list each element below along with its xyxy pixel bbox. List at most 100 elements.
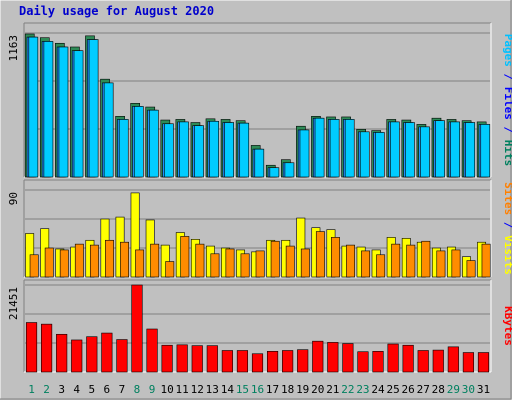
bar-sites-19 — [300, 248, 310, 278]
day-label-10: 10 — [160, 383, 173, 396]
legend-separator: / — [502, 215, 512, 235]
legend-kbytes: KBytes — [502, 306, 512, 346]
bar-sites-7 — [120, 241, 130, 278]
day-label-25: 25 — [386, 383, 399, 396]
y-max-label: 1163 — [7, 35, 20, 62]
legend-separator: / — [502, 67, 512, 87]
bar-sites-15 — [240, 253, 250, 278]
bar-kbytes-29 — [447, 346, 459, 373]
panel-kbytes: 21451 KBytes — [7, 279, 512, 373]
bar-pages-17 — [269, 167, 280, 178]
day-label-27: 27 — [417, 383, 430, 396]
day-label-16: 16 — [251, 383, 264, 396]
day-label-4: 4 — [73, 383, 80, 396]
bar-kbytes-5 — [86, 336, 98, 373]
bar-sites-30 — [466, 260, 476, 278]
bar-kbytes-6 — [101, 332, 113, 373]
day-label-11: 11 — [176, 383, 189, 396]
bar-kbytes-20 — [312, 340, 324, 373]
bar-sites-31 — [481, 243, 491, 278]
bar-kbytes-17 — [266, 351, 279, 373]
bar-pages-5 — [88, 39, 99, 178]
bar-kbytes-4 — [71, 339, 83, 373]
day-label-26: 26 — [402, 383, 415, 396]
bar-sites-1 — [29, 254, 39, 278]
day-label-8: 8 — [134, 383, 141, 396]
day-label-7: 7 — [119, 383, 126, 396]
bar-sites-25 — [391, 243, 401, 278]
bar-kbytes-30 — [462, 352, 474, 373]
bar-sites-20 — [315, 231, 325, 278]
bar-sites-29 — [451, 249, 461, 278]
bar-pages-25 — [390, 121, 400, 178]
bar-sites-6 — [105, 239, 114, 278]
bar-pages-2 — [43, 41, 54, 178]
day-labels: 1 2 3 4 5 6 7 8 9 10 11 12 13 14 15 16 17 18 19 20 21 22 23 24 2… — [28, 383, 490, 396]
bar-kbytes-23 — [357, 351, 369, 373]
bar-sites-9 — [150, 243, 160, 278]
bar-kbytes-19 — [297, 349, 309, 373]
day-label-3: 3 — [58, 383, 65, 396]
bar-pages-24 — [374, 132, 385, 178]
day-label-24: 24 — [371, 383, 385, 396]
legend-item-sites: Sites — [502, 182, 512, 215]
bar-pages-6 — [103, 82, 114, 178]
bar-pages-7 — [118, 119, 129, 178]
bar-pages-11 — [179, 121, 189, 178]
bar-kbytes-28 — [432, 349, 444, 373]
day-label-20: 20 — [311, 383, 324, 396]
bar-kbytes-9 — [146, 328, 158, 373]
bar-kbytes-21 — [327, 342, 339, 373]
bar-pages-28 — [435, 120, 445, 178]
chart-panels: 1163 Pages / Files / Hits 90 Sites / Visits… — [7, 22, 512, 373]
bar-visits-8 — [130, 192, 140, 278]
legend-pages-files-hits: Pages / Files / Hits — [502, 34, 512, 167]
panel-visits-sites: 90 Sites / Visits — [7, 179, 512, 278]
bar-pages-15 — [239, 122, 250, 178]
day-label-15: 15 — [236, 383, 249, 396]
bar-pages-8 — [133, 106, 144, 178]
bar-sites-12 — [195, 243, 205, 278]
bar-kbytes-3 — [56, 333, 68, 373]
bar-sites-10 — [165, 261, 175, 278]
day-label-6: 6 — [104, 383, 111, 396]
day-label-30: 30 — [462, 383, 475, 396]
bar-pages-22 — [344, 119, 355, 178]
bar-kbytes-1 — [25, 322, 38, 373]
panel-pages-files-hits: 1163 Pages / Files / Hits — [7, 22, 512, 178]
bar-pages-14 — [224, 122, 235, 178]
bar-kbytes-7 — [116, 339, 128, 373]
bar-pages-26 — [405, 122, 415, 178]
bar-sites-28 — [436, 250, 446, 278]
bar-sites-26 — [406, 244, 416, 278]
bar-sites-23 — [361, 250, 371, 278]
bar-pages-3 — [58, 46, 69, 178]
bar-pages-13 — [209, 120, 219, 178]
legend-item-files: Files — [502, 87, 512, 120]
bar-kbytes-25 — [387, 343, 399, 373]
legend-item-visits: Visits — [502, 235, 512, 275]
chart-title: Daily usage for August 2020 — [19, 4, 214, 18]
bar-pages-10 — [164, 123, 174, 178]
bar-kbytes-26 — [402, 344, 414, 373]
bar-sites-4 — [74, 243, 84, 278]
bar-kbytes-22 — [342, 343, 354, 373]
bar-kbytes-24 — [372, 351, 384, 373]
day-label-21: 21 — [326, 383, 339, 396]
bar-kbytes-12 — [191, 345, 203, 373]
bar-sites-16 — [255, 250, 265, 278]
bar-kbytes-14 — [221, 350, 233, 373]
day-label-5: 5 — [88, 383, 95, 396]
bar-pages-30 — [465, 122, 476, 178]
bar-visits-19 — [296, 217, 306, 278]
bar-pages-12 — [194, 125, 204, 178]
bar-sites-21 — [331, 237, 340, 278]
bar-pages-27 — [420, 126, 430, 178]
legend-visits-sites: Sites / Visits — [502, 182, 512, 275]
bar-kbytes-31 — [477, 352, 490, 373]
bar-sites-22 — [346, 244, 355, 278]
bar-kbytes-8 — [131, 284, 143, 373]
bar-kbytes-2 — [41, 323, 53, 373]
day-label-13: 13 — [206, 383, 219, 396]
bar-sites-18 — [285, 245, 295, 278]
